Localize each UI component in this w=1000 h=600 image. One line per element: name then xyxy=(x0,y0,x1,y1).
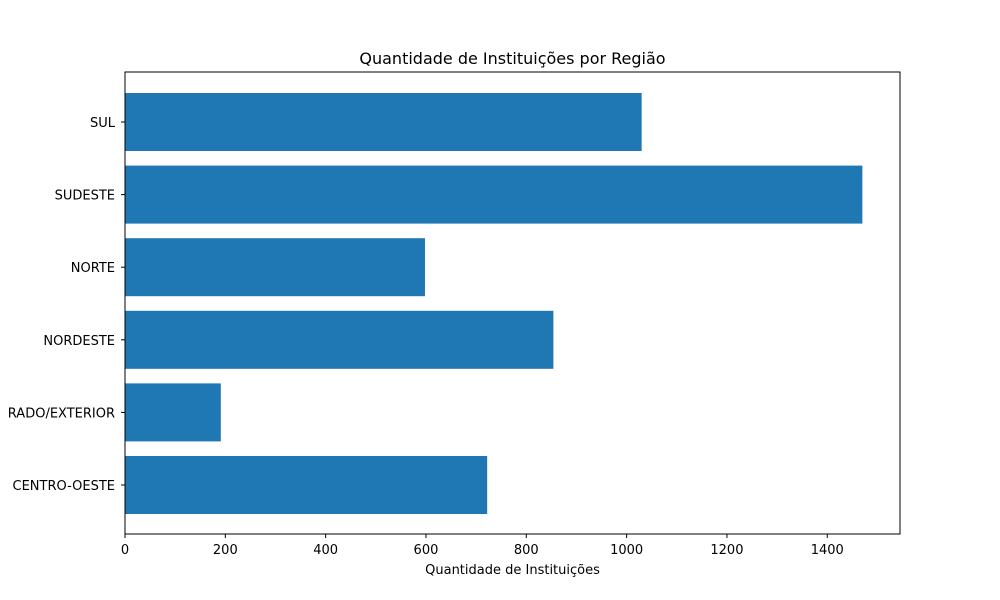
y-axis-ticks: SUL SUDESTE NORTE NORDESTE RADO/EXTERIOR CENT… xyxy=(8,116,125,494)
bar-rado-exterior xyxy=(125,383,221,442)
plot-frame xyxy=(124,71,901,535)
y-tick-label: NORTE xyxy=(71,261,115,276)
y-tick-label: CENTRO-OESTE xyxy=(13,479,116,494)
chart-title: Quantidade de Instituições por Região xyxy=(359,49,665,68)
y-tick-label: SUL xyxy=(90,116,116,131)
x-axis-label: Quantidade de Instituições xyxy=(425,563,600,578)
bar-sudeste xyxy=(125,165,863,224)
x-tick-label: 0 xyxy=(121,543,129,558)
bar-norte xyxy=(125,238,425,297)
x-tick-label: 600 xyxy=(414,543,439,558)
x-tick-label: 200 xyxy=(213,543,238,558)
x-tick-label: 1000 xyxy=(610,543,643,558)
bar-centro-oeste xyxy=(125,456,488,514)
y-tick-label: SUDESTE xyxy=(55,189,115,204)
x-tick-label: 1200 xyxy=(710,543,743,558)
x-axis-ticks: 0 200 400 600 800 1000 1200 1400 xyxy=(121,534,844,558)
bar-nordeste xyxy=(125,310,554,369)
bars-group xyxy=(125,93,863,514)
y-tick-label: RADO/EXTERIOR xyxy=(8,406,115,421)
x-tick-label: 400 xyxy=(313,543,338,558)
bar-sul xyxy=(125,93,642,151)
x-tick-label: 800 xyxy=(514,543,539,558)
y-tick-label: NORDESTE xyxy=(43,334,115,349)
x-tick-label: 1400 xyxy=(811,543,844,558)
